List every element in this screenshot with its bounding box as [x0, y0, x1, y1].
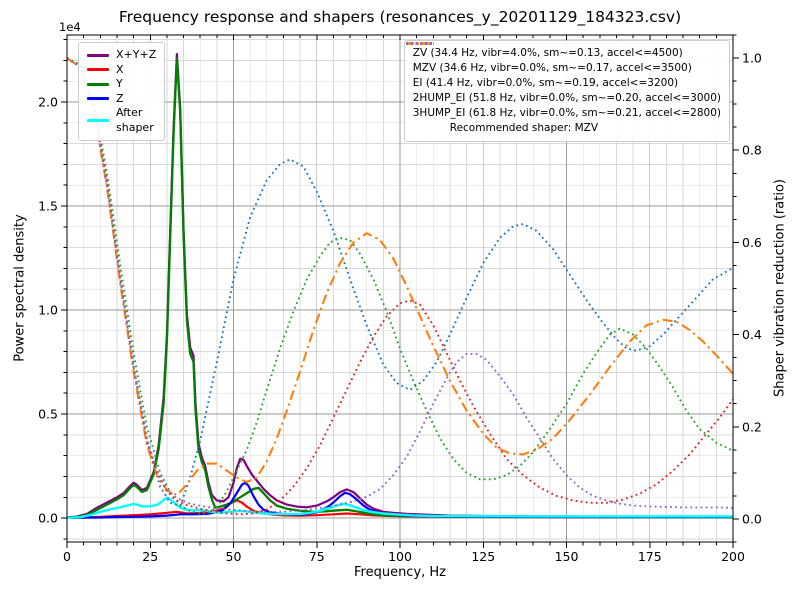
legend-item-label: X [116, 62, 124, 76]
axis-ticks [61, 34, 739, 548]
legend-footer-label: Recommended shaper: MZV [449, 122, 599, 134]
legend-footer: Recommended shaper: MZV [413, 121, 721, 136]
legend-item-label: Z [116, 91, 124, 105]
legend-swatch-solid-line [87, 53, 109, 57]
chart-title: Frequency response and shapers (resonanc… [118, 8, 682, 26]
series-x-y-z [66, 52, 733, 519]
series-after-shaper [66, 496, 733, 520]
legend-item: X+Y+Z [87, 48, 156, 63]
legend-item: Y [87, 77, 156, 92]
svg-text:0.0: 0.0 [38, 511, 58, 526]
svg-text:0: 0 [63, 549, 71, 564]
svg-text:0.5: 0.5 [38, 407, 58, 422]
y-axis-label-right: Shaper vibration reduction (ratio) [772, 179, 788, 397]
legend-item-label: X+Y+Z [116, 48, 157, 61]
svg-text:0.4: 0.4 [742, 327, 762, 342]
legend-item-label: 3HUMP_EI (61.8 Hz, vibr=0.0%, sm~=0.21, … [412, 107, 721, 119]
svg-text:0.8: 0.8 [742, 143, 762, 158]
legend-swatch-dotted-line [405, 42, 434, 45]
series-2hump-ei [66, 57, 734, 516]
legend-item: MZV (34.6 Hz, vibr=0.0%, sm~=0.17, accel… [405, 42, 721, 76]
legend-item-label: Y [116, 77, 123, 90]
legend-swatch-solid-line [87, 68, 109, 72]
legend-item-label: EI (41.4 Hz, vibr=0.0%, sm~=0.19, accel<… [412, 77, 679, 89]
legend-item: 2HUMP_EI (51.8 Hz, vibr=0.0%, sm~=0.20, … [405, 42, 721, 106]
svg-text:125: 125 [471, 549, 495, 564]
legend-swatch-solid-line [87, 119, 109, 122]
svg-text:200: 200 [721, 549, 745, 564]
svg-text:25: 25 [142, 549, 158, 564]
legend-item: X [87, 63, 156, 78]
axis-tick-labels: 0 25 50 75 100 125 150 175 200 0.0 0.5 1.0 1.5 2.0 0.0… [38, 51, 762, 564]
legend-item-label: 2HUMP_EI (51.8 Hz, vibr=0.0%, sm~=0.20, … [412, 92, 721, 104]
legend-psd: X+Y+Z X Y Z After shaper [78, 42, 166, 141]
legend-shapers: ZV (34.4 Hz, vibr=4.0%, sm~=0.13, accel<… [403, 40, 730, 142]
legend-item: Z [87, 92, 156, 107]
svg-text:0.6: 0.6 [742, 235, 762, 250]
svg-text:150: 150 [555, 549, 579, 564]
y-axis-offset-label: 1e4 [59, 20, 81, 34]
legend-swatch-solid-line [87, 97, 109, 101]
svg-text:175: 175 [638, 549, 662, 564]
series-lines [66, 52, 734, 520]
svg-text:1.0: 1.0 [742, 51, 762, 66]
legend-item: ZV (34.4 Hz, vibr=4.0%, sm~=0.13, accel<… [405, 42, 721, 61]
legend-swatch-dashdot-line [405, 42, 434, 45]
svg-text:0.0: 0.0 [742, 511, 762, 526]
svg-text:2.0: 2.0 [38, 94, 58, 109]
svg-text:0.2: 0.2 [742, 419, 762, 434]
legend-item: 3HUMP_EI (61.8 Hz, vibr=0.0%, sm~=0.21, … [405, 42, 721, 121]
svg-text:1.5: 1.5 [38, 199, 58, 214]
legend-item-label: MZV (34.6 Hz, vibr=0.0%, sm~=0.17, accel… [412, 62, 692, 74]
legend-item: After shaper [87, 106, 156, 135]
series-mzv [66, 57, 734, 497]
legend-item: EI (41.4 Hz, vibr=0.0%, sm~=0.19, accel<… [405, 42, 721, 91]
svg-text:1.0: 1.0 [38, 303, 58, 318]
legend-item-label: After shaper [116, 106, 154, 134]
x-axis-label: Frequency, Hz [353, 565, 447, 580]
legend-item-label: ZV (34.4 Hz, vibr=4.0%, sm~=0.13, accel<… [412, 47, 683, 59]
svg-text:75: 75 [309, 549, 325, 564]
series-y [66, 57, 733, 519]
series-zv [66, 57, 734, 507]
svg-text:50: 50 [226, 549, 242, 564]
svg-text:100: 100 [388, 549, 412, 564]
y-axis-label-left: Power spectral density [12, 214, 28, 362]
legend-swatch-solid-line [87, 82, 109, 86]
